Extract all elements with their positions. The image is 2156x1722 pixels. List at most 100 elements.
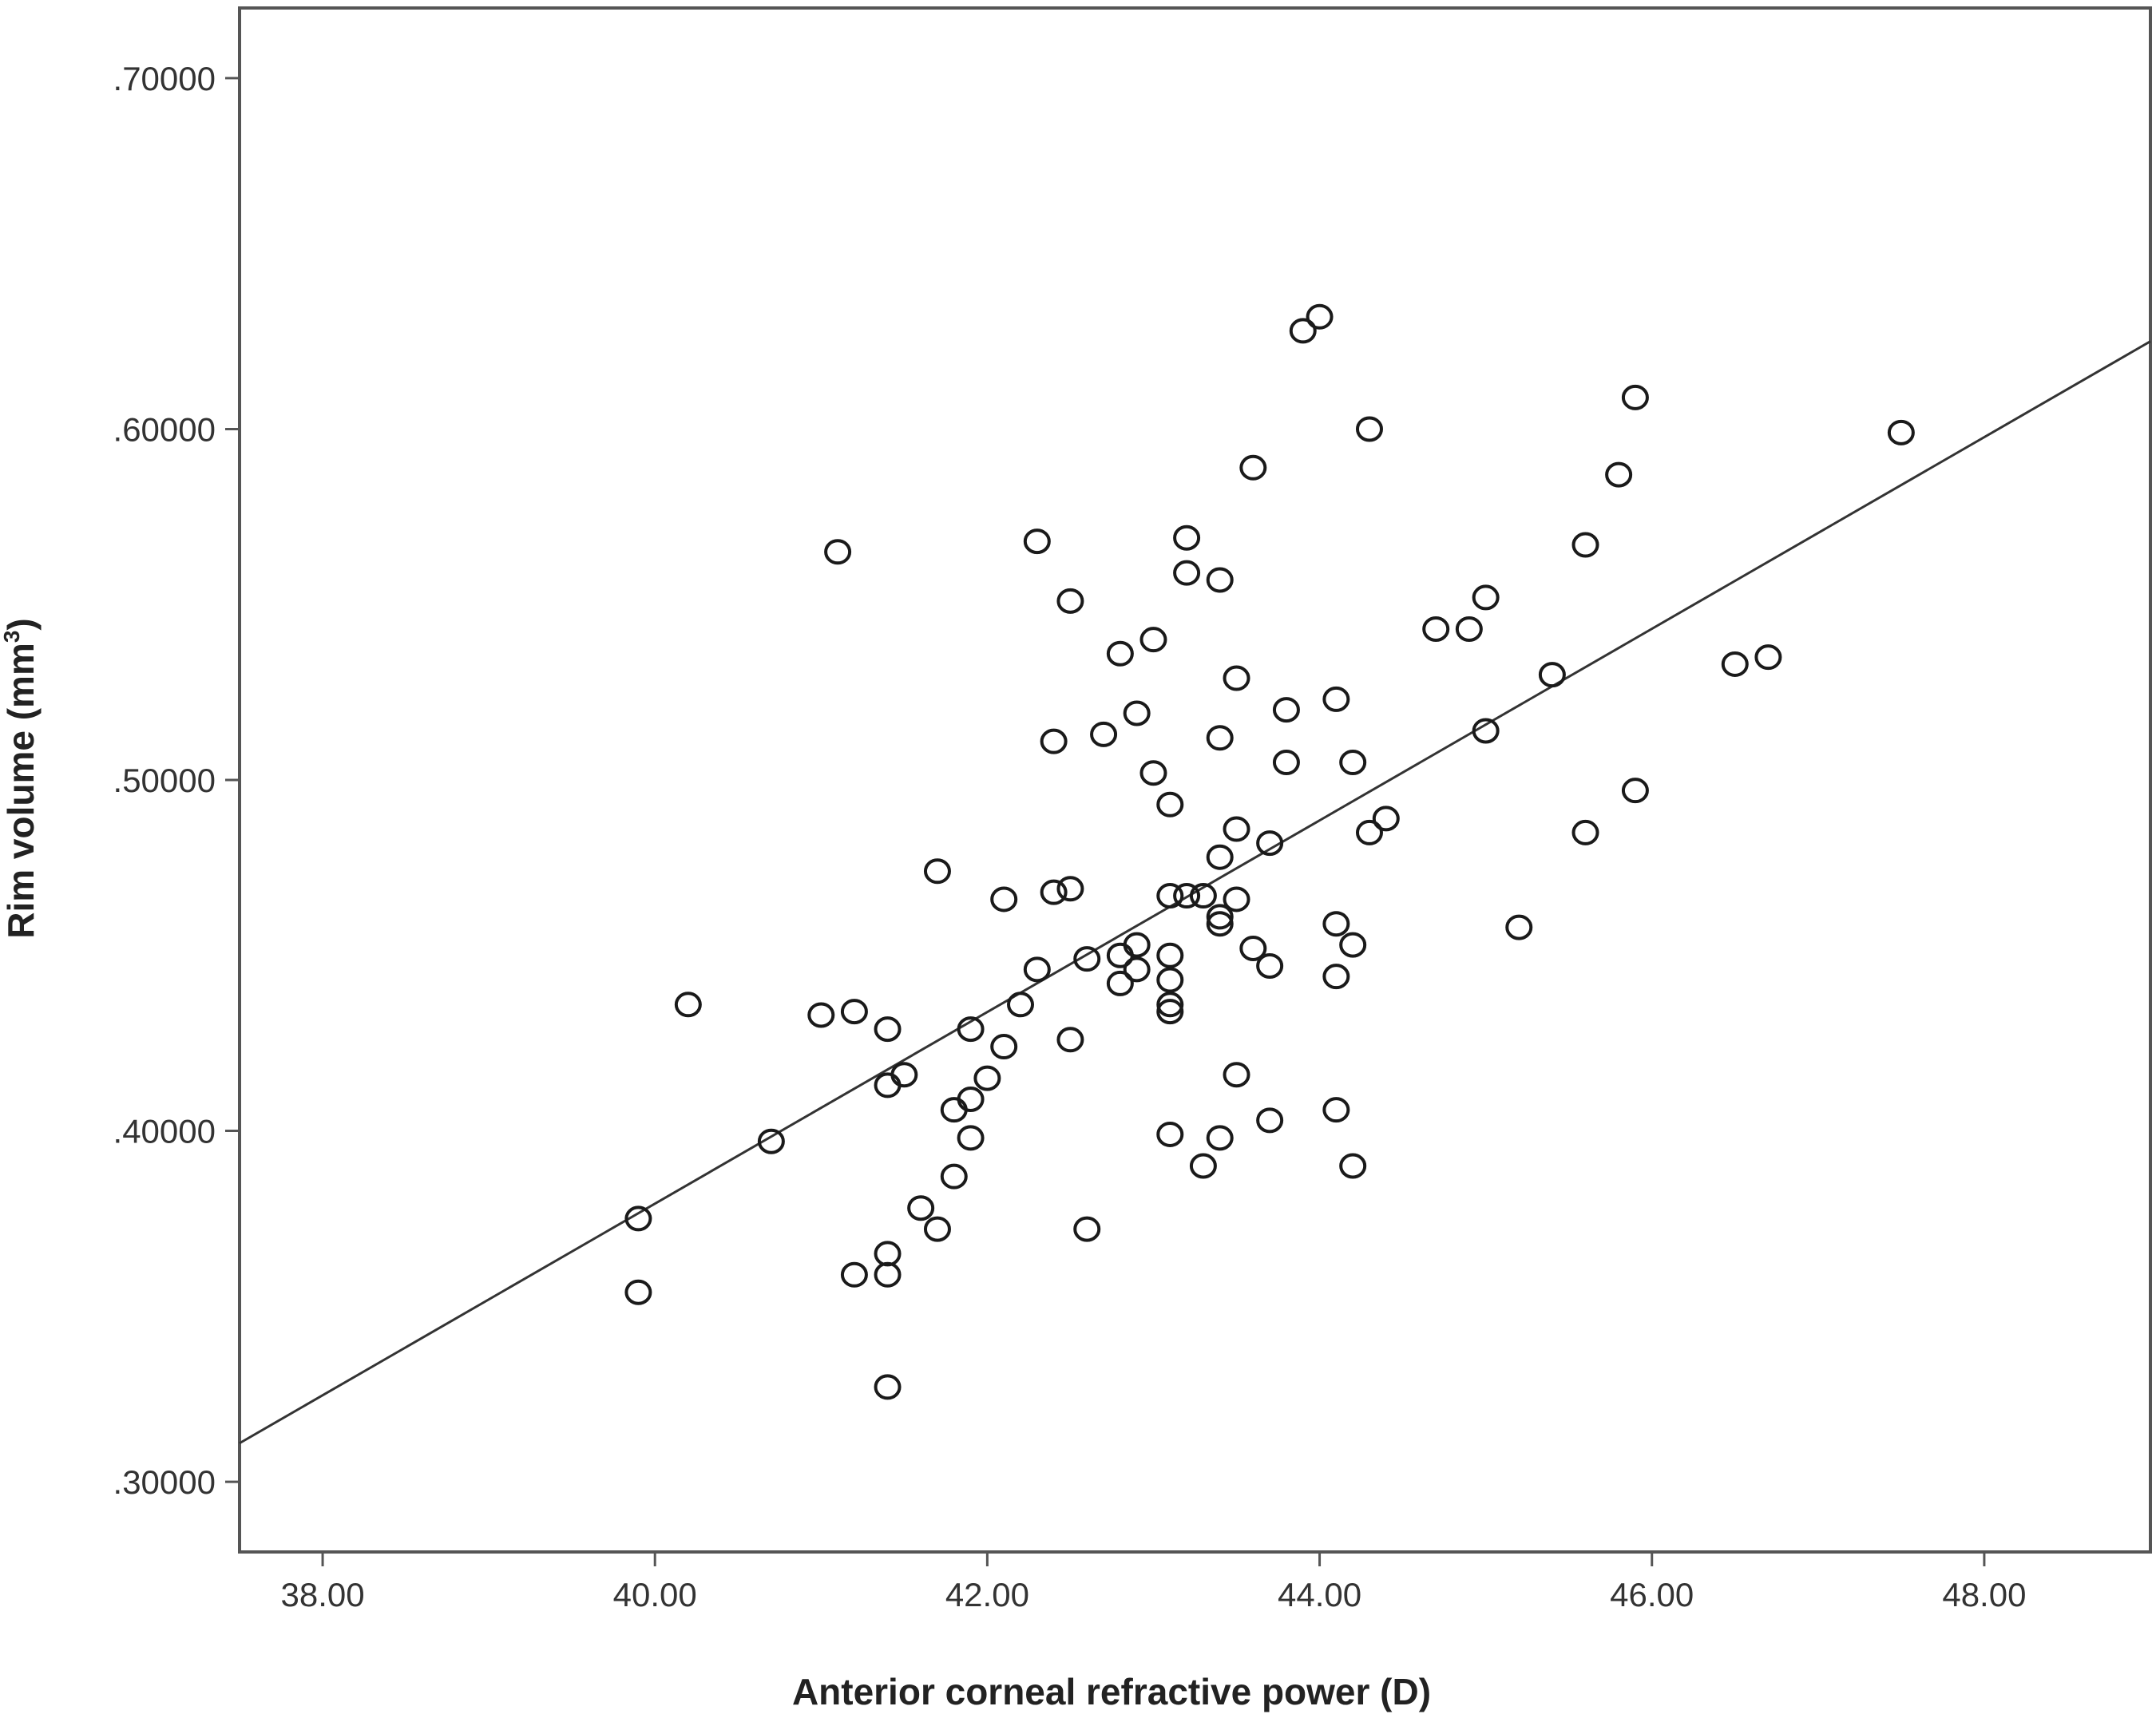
- data-point: [1422, 616, 1450, 642]
- data-point: [1106, 640, 1134, 667]
- data-point: [1239, 935, 1267, 961]
- data-point: [1023, 956, 1051, 983]
- data-point: [1023, 528, 1051, 555]
- data-point: [674, 992, 702, 1018]
- data-point: [1139, 627, 1167, 653]
- data-point: [1339, 1153, 1367, 1179]
- y-tick-label: .30000: [113, 1463, 216, 1501]
- data-point: [1206, 904, 1234, 930]
- y-axis-title-sup: 3: [0, 631, 24, 643]
- data-point: [824, 539, 852, 565]
- data-point: [1322, 1097, 1350, 1123]
- data-point: [1455, 616, 1483, 642]
- y-axis-title: Rim volume (mm3): [0, 618, 42, 939]
- data-point: [1223, 886, 1250, 912]
- y-tick-label: .50000: [113, 762, 216, 799]
- data-point: [1505, 914, 1533, 940]
- data-point: [807, 1002, 835, 1028]
- data-point: [957, 1086, 985, 1112]
- y-tick-label: .60000: [113, 410, 216, 448]
- x-axis-title: Anterior corneal refractive power (D): [792, 1671, 1431, 1712]
- data-point: [1472, 584, 1500, 611]
- regression-line: [239, 340, 2151, 1445]
- data-point: [1007, 992, 1035, 1018]
- data-point: [1223, 665, 1250, 691]
- data-point: [1173, 560, 1201, 586]
- data-point: [1173, 525, 1201, 551]
- y-tick-label: .70000: [113, 60, 216, 97]
- x-tick-label: 48.00: [1942, 1576, 2026, 1613]
- data-point: [940, 1097, 968, 1123]
- data-point: [923, 1216, 951, 1242]
- data-point: [1056, 588, 1084, 614]
- data-point: [1538, 662, 1566, 688]
- x-tick-label: 42.00: [945, 1576, 1029, 1613]
- x-tick-label: 40.00: [613, 1576, 697, 1613]
- data-point: [1156, 883, 1184, 909]
- data-point: [1056, 876, 1084, 902]
- data-point: [1223, 1062, 1250, 1088]
- data-point: [973, 1065, 1001, 1091]
- data-point: [1256, 1107, 1284, 1134]
- x-tick-label: 38.00: [280, 1576, 364, 1613]
- data-point: [1123, 932, 1151, 958]
- data-point: [1355, 416, 1383, 442]
- data-point: [923, 858, 951, 885]
- data-point: [1272, 750, 1300, 776]
- data-point: [1106, 970, 1134, 996]
- data-point: [1156, 791, 1184, 817]
- plot-frame: [238, 6, 2152, 1554]
- data-point: [1056, 1027, 1084, 1053]
- data-point: [1289, 318, 1317, 344]
- data-point: [1073, 946, 1101, 972]
- data-point: [1621, 384, 1649, 410]
- data-point: [957, 1016, 985, 1043]
- data-point: [940, 1163, 968, 1190]
- data-point: [1156, 967, 1184, 993]
- data-point: [1339, 932, 1367, 958]
- data-point: [1339, 750, 1367, 776]
- data-point: [1206, 844, 1234, 870]
- data-point: [1123, 956, 1151, 983]
- x-tick-label: 46.00: [1610, 1576, 1694, 1613]
- data-point: [1256, 952, 1284, 979]
- data-point: [1621, 778, 1649, 804]
- data-point: [1206, 725, 1234, 751]
- data-point: [840, 999, 868, 1025]
- data-point: [890, 1062, 918, 1088]
- data-point: [757, 1128, 785, 1154]
- data-point: [1322, 964, 1350, 990]
- data-point: [1571, 532, 1599, 558]
- y-axis-title-main: Rim volume (mm: [0, 643, 42, 939]
- data-point: [907, 1195, 935, 1221]
- data-point: [874, 1261, 902, 1288]
- data-point: [1239, 454, 1267, 481]
- x-axis: 38.00 40.00 42.00 44.00 46.00 48.00: [280, 1552, 2026, 1613]
- data-points-layer: [624, 303, 1915, 1400]
- data-point: [624, 1205, 652, 1232]
- data-point: [624, 1279, 652, 1305]
- data-point: [874, 1016, 902, 1043]
- data-point: [1372, 806, 1400, 832]
- data-point: [1139, 760, 1167, 786]
- data-point: [1306, 303, 1334, 330]
- data-point: [990, 1034, 1018, 1060]
- data-point: [1472, 718, 1500, 744]
- data-point: [1256, 830, 1284, 857]
- data-point: [1040, 879, 1068, 905]
- data-point: [840, 1261, 868, 1288]
- y-axis-title-close: ): [0, 618, 42, 630]
- data-point: [1322, 686, 1350, 712]
- data-point: [1206, 1125, 1234, 1151]
- data-point: [1156, 992, 1184, 1018]
- data-point: [1073, 1216, 1101, 1242]
- y-tick-label: .40000: [113, 1113, 216, 1150]
- data-point: [1355, 819, 1383, 845]
- data-point: [1754, 644, 1782, 671]
- regression-line-layer: [239, 340, 2151, 1445]
- data-point: [1156, 1121, 1184, 1147]
- data-point: [957, 1125, 985, 1151]
- data-point: [990, 886, 1018, 912]
- data-point: [1206, 567, 1234, 593]
